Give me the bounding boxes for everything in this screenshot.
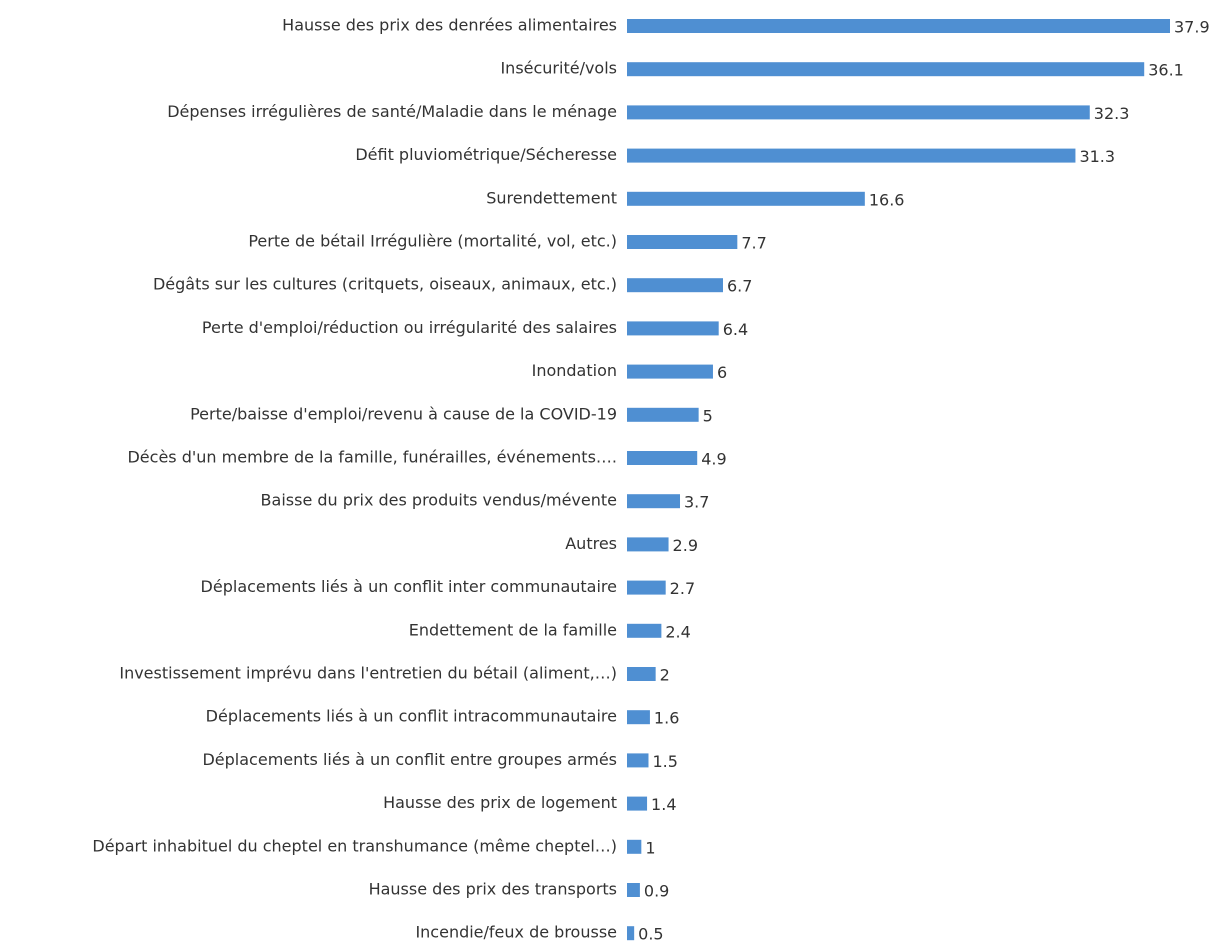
bar	[627, 407, 699, 422]
category-label: Déplacements liés à un conflit intracomm…	[206, 707, 617, 726]
value-label: 2.7	[670, 579, 695, 598]
value-label: 6.4	[723, 320, 748, 339]
bar	[627, 926, 635, 941]
bar	[627, 191, 865, 206]
category-label: Départ inhabituel du cheptel en transhum…	[92, 836, 617, 855]
category-label: Dépenses irrégulières de santé/Maladie d…	[167, 102, 617, 121]
bar	[627, 62, 1145, 77]
bar	[627, 753, 649, 768]
category-label: Perte/baisse d'emploi/revenu à cause de …	[190, 404, 617, 423]
category-label: Déplacements liés à un conflit entre gro…	[202, 750, 617, 769]
value-label: 2.9	[673, 536, 698, 555]
bar	[627, 839, 642, 854]
bar	[627, 667, 656, 681]
value-label: 16.6	[869, 190, 905, 209]
bar	[627, 537, 669, 552]
value-label: 32.3	[1094, 104, 1130, 123]
bar	[627, 796, 648, 811]
category-label: Dégâts sur les cultures (critquets, oise…	[153, 275, 617, 294]
value-label: 1.6	[654, 709, 679, 728]
category-label: Perte de bétail Irrégulière (mortalité, …	[248, 232, 617, 251]
category-label: Perte d'emploi/réduction ou irrégularité…	[202, 318, 617, 337]
value-label: 1.4	[651, 795, 676, 814]
category-label: Déplacements liés à un conflit inter com…	[201, 577, 617, 596]
value-label: 1.5	[652, 752, 677, 771]
bar	[627, 235, 738, 249]
bar	[627, 19, 1170, 33]
value-label: 6.7	[727, 277, 752, 296]
category-label: Inondation	[532, 361, 617, 380]
bar	[627, 364, 713, 379]
category-label: Baisse du prix des produits vendus/méven…	[261, 491, 617, 510]
category-label: Endettement de la famille	[409, 620, 617, 639]
bar	[627, 494, 681, 509]
category-label: Défit pluviométrique/Sécheresse	[355, 145, 617, 164]
category-label: Surendettement	[486, 188, 617, 207]
bar	[627, 105, 1090, 120]
bar	[627, 623, 662, 638]
value-label: 0.9	[644, 882, 669, 901]
category-label: Hausse des prix de logement	[383, 793, 617, 812]
value-label: 37.9	[1174, 18, 1210, 37]
value-label: 6	[717, 363, 727, 382]
category-label: Investissement imprévu dans l'entretien …	[119, 664, 617, 683]
bar	[627, 883, 640, 897]
category-label: Hausse des prix des denrées alimentaires	[282, 16, 617, 35]
bar	[627, 278, 723, 293]
bar	[627, 451, 698, 465]
value-label: 31.3	[1079, 147, 1115, 166]
bar	[627, 580, 666, 595]
value-label: 2.4	[665, 622, 690, 641]
value-label: 2	[660, 666, 670, 685]
value-label: 36.1	[1148, 61, 1184, 80]
value-label: 4.9	[701, 450, 726, 469]
category-label: Incendie/feux de brousse	[415, 923, 617, 942]
value-label: 0.5	[638, 925, 663, 944]
value-label: 5	[703, 406, 713, 425]
value-label: 3.7	[684, 493, 709, 512]
value-label: 7.7	[741, 234, 766, 253]
category-label: Décès d'un membre de la famille, funérai…	[127, 448, 617, 467]
value-label: 1	[645, 838, 655, 857]
bar	[627, 710, 650, 725]
bar	[627, 148, 1076, 163]
category-label: Insécurité/vols	[500, 59, 617, 78]
category-label: Hausse des prix des transports	[369, 880, 617, 899]
bar	[627, 321, 719, 336]
category-label: Autres	[565, 534, 617, 553]
